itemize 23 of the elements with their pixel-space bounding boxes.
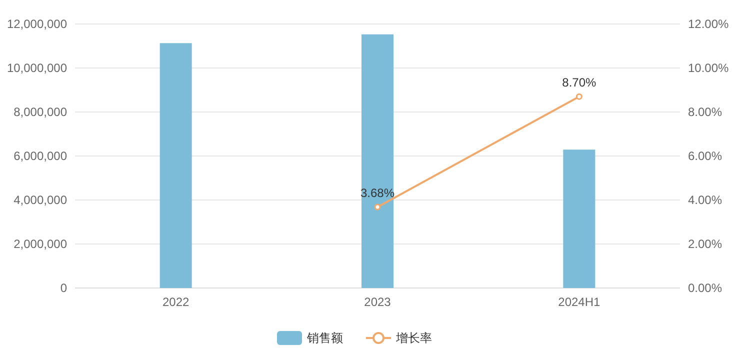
x-tick-label: 2022 xyxy=(162,295,190,309)
y2-tick-label: 8.00% xyxy=(688,105,722,119)
legend-label: 销售额 xyxy=(306,331,343,345)
y-tick-label: 10,000,000 xyxy=(6,61,68,75)
y2-tick-label: 12.00% xyxy=(688,17,730,31)
y-tick-label: 8,000,000 xyxy=(14,105,68,119)
y2-tick-label: 2.00% xyxy=(688,237,722,251)
y2-tick-label: 0.00% xyxy=(688,281,722,295)
data-label: 8.70% xyxy=(562,76,597,90)
x-tick-label: 2024H1 xyxy=(558,295,601,309)
x-tick-label: 2023 xyxy=(364,295,392,309)
y-tick-label: 6,000,000 xyxy=(14,149,68,163)
y-tick-label: 4,000,000 xyxy=(14,193,68,207)
bar xyxy=(563,150,596,288)
y2-tick-label: 4.00% xyxy=(688,193,722,207)
bar xyxy=(362,34,394,288)
y-tick-label: 2,000,000 xyxy=(14,237,68,251)
legend-label: 增长率 xyxy=(395,331,432,345)
y2-tick-label: 10.00% xyxy=(688,61,730,75)
bar xyxy=(160,43,192,288)
y-tick-label: 12,000,000 xyxy=(6,17,68,31)
y2-tick-label: 6.00% xyxy=(688,149,722,163)
y-tick-label: 0 xyxy=(60,281,68,295)
